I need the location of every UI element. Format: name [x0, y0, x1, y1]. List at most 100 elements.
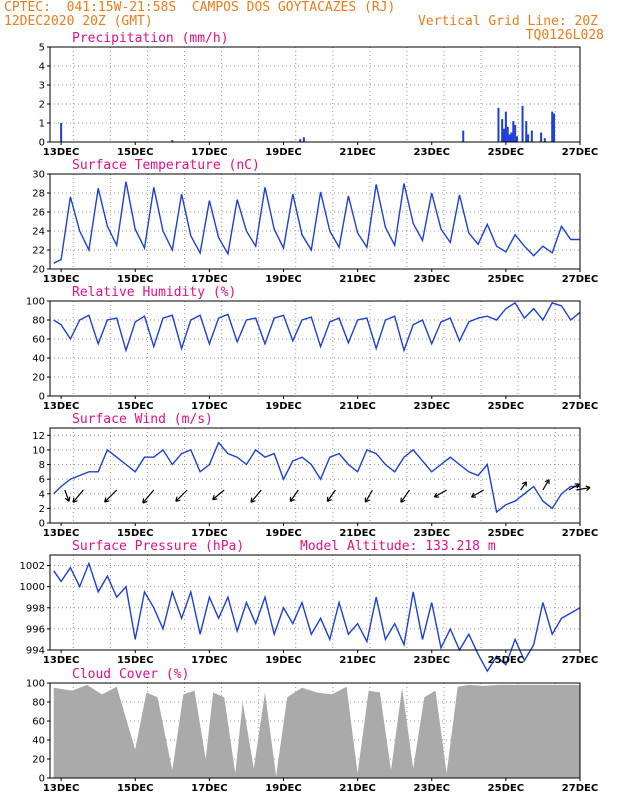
header-date: 12DEC2020 20Z (GMT) — [4, 14, 153, 29]
precip-bar — [510, 132, 513, 142]
x-tick-label: 25DEC — [488, 147, 524, 158]
x-tick-label: 23DEC — [414, 401, 450, 412]
precip-bar — [543, 138, 546, 142]
wind-arrow — [175, 489, 188, 502]
y-tick-label: 1000 — [20, 582, 45, 593]
x-tick-label: 17DEC — [191, 274, 227, 285]
x-tick-label: 21DEC — [339, 655, 375, 666]
y-tick-label: 80 — [32, 316, 45, 327]
x-tick-label: 19DEC — [265, 528, 301, 539]
y-tick-label: 20 — [32, 265, 45, 276]
x-tick-label: 27DEC — [562, 147, 598, 158]
wind-arrow — [542, 479, 550, 491]
x-tick-label: 13DEC — [43, 783, 79, 794]
y-tick-label: 2 — [39, 504, 45, 515]
wind-arrow — [400, 489, 411, 503]
y-tick-label: 2 — [39, 100, 45, 111]
x-tick-label: 27DEC — [562, 401, 598, 412]
wind-arrow-head — [72, 497, 78, 503]
wind-arrow-head — [175, 496, 181, 502]
wind-arrow — [289, 489, 299, 502]
x-tick-label: 25DEC — [488, 655, 524, 666]
wind-arrow-head — [521, 481, 528, 487]
x-tick-label: 21DEC — [339, 783, 375, 794]
x-tick-label: 25DEC — [488, 528, 524, 539]
panel-title: Relative Humidity (%) — [72, 285, 236, 300]
panel-frame — [49, 46, 581, 143]
x-tick-label: 13DEC — [43, 655, 79, 666]
y-tick-label: 0 — [39, 519, 45, 530]
x-tick-label: 17DEC — [191, 655, 227, 666]
y-tick-label: 5 — [39, 43, 45, 54]
wind-arrow — [142, 489, 155, 504]
precip-bar — [299, 139, 302, 142]
panel-title: Cloud Cover (%) — [72, 667, 189, 682]
y-tick-label: 20 — [32, 373, 45, 384]
wind-arrow-head — [544, 479, 550, 485]
precip-bar — [508, 134, 511, 142]
y-tick-label: 100 — [26, 679, 45, 690]
x-tick-label: 17DEC — [191, 783, 227, 794]
x-tick-label: 23DEC — [414, 528, 450, 539]
precip-bar — [530, 130, 533, 142]
wind-arrow — [64, 489, 70, 502]
precip-bar — [503, 128, 506, 142]
panel-title: Precipitation (mm/h) — [72, 31, 229, 46]
wind-arrow-head — [289, 496, 295, 503]
wind-arrow-head — [400, 497, 406, 503]
y-tick-label: 60 — [32, 335, 45, 346]
wind-arrow — [250, 489, 262, 503]
series-line-1 — [53, 181, 580, 264]
y-tick-label: 6 — [39, 475, 45, 486]
y-tick-label: 40 — [32, 736, 45, 747]
wind-arrow-head — [212, 495, 218, 501]
x-tick-label: 15DEC — [117, 401, 153, 412]
y-tick-label: 1002 — [20, 561, 45, 572]
x-tick-label: 27DEC — [562, 274, 598, 285]
wind-arrow — [212, 489, 225, 501]
y-tick-label: 0 — [39, 138, 45, 149]
panel-frame — [49, 427, 581, 524]
x-tick-label: 21DEC — [339, 147, 375, 158]
precip-bar — [501, 119, 504, 142]
precip-bar — [540, 132, 543, 142]
wind-arrow-head — [142, 498, 148, 504]
wind-arrow-head — [250, 497, 256, 503]
y-tick-label: 24 — [32, 227, 45, 238]
y-tick-label: 40 — [32, 354, 45, 365]
y-tick-label: 8 — [39, 460, 45, 471]
y-tick-label: 0 — [39, 392, 45, 403]
y-tick-label: 22 — [32, 246, 45, 257]
precip-bar — [527, 134, 530, 142]
panel-frame — [49, 682, 581, 779]
x-tick-label: 23DEC — [414, 783, 450, 794]
y-tick-label: 998 — [26, 603, 45, 614]
precip-bar — [60, 123, 63, 142]
precip-bar — [497, 107, 500, 142]
wind-arrow — [576, 486, 591, 491]
precip-bar — [525, 121, 528, 142]
panel-frame — [49, 554, 581, 651]
x-tick-label: 27DEC — [562, 655, 598, 666]
x-tick-label: 13DEC — [43, 528, 79, 539]
series-line-3 — [53, 441, 580, 514]
x-tick-label: 25DEC — [488, 401, 524, 412]
wind-arrow — [520, 481, 527, 491]
header-grid-note: Vertical Grid Line: 20Z — [417, 14, 598, 29]
x-tick-label: 27DEC — [562, 783, 598, 794]
precip-bar — [504, 111, 507, 142]
y-tick-label: 4 — [39, 62, 45, 73]
x-tick-label: 19DEC — [265, 274, 301, 285]
wind-arrow-head — [433, 492, 440, 498]
x-tick-label: 23DEC — [414, 274, 450, 285]
y-tick-label: 80 — [32, 698, 45, 709]
x-tick-label: 19DEC — [265, 783, 301, 794]
y-tick-label: 4 — [39, 489, 45, 500]
wind-arrow-head — [364, 497, 370, 503]
precip-bar — [553, 113, 556, 142]
x-tick-label: 23DEC — [414, 147, 450, 158]
wind-arrow-head — [470, 492, 477, 498]
x-tick-label: 17DEC — [191, 528, 227, 539]
y-tick-label: 0 — [39, 774, 45, 785]
